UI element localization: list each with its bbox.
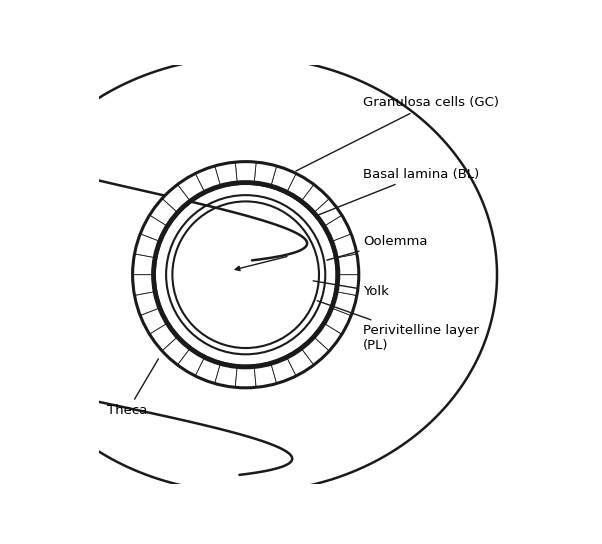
Polygon shape [302, 184, 329, 212]
Polygon shape [195, 166, 220, 191]
Polygon shape [271, 166, 296, 191]
Polygon shape [332, 234, 357, 258]
Polygon shape [302, 337, 329, 365]
Polygon shape [337, 254, 359, 275]
Polygon shape [178, 174, 204, 201]
Polygon shape [235, 162, 256, 182]
Polygon shape [162, 184, 190, 212]
Polygon shape [271, 358, 296, 384]
Polygon shape [215, 162, 237, 186]
Polygon shape [254, 162, 277, 186]
Polygon shape [140, 308, 167, 334]
Polygon shape [178, 349, 204, 376]
Text: Basal lamina (BL): Basal lamina (BL) [318, 168, 479, 215]
Text: Yolk: Yolk [313, 281, 389, 298]
Polygon shape [235, 367, 256, 388]
Polygon shape [140, 215, 167, 241]
Polygon shape [287, 174, 314, 201]
Polygon shape [215, 364, 237, 387]
Polygon shape [254, 364, 277, 387]
Polygon shape [314, 324, 342, 351]
Polygon shape [324, 308, 351, 334]
Polygon shape [324, 215, 351, 241]
Polygon shape [162, 337, 190, 365]
Circle shape [181, 210, 311, 339]
Text: Perivitelline layer
(PL): Perivitelline layer (PL) [317, 301, 479, 351]
Polygon shape [132, 254, 154, 275]
Polygon shape [149, 324, 177, 351]
Polygon shape [337, 275, 359, 295]
Polygon shape [287, 349, 314, 376]
Polygon shape [149, 199, 177, 226]
Polygon shape [195, 358, 220, 384]
Polygon shape [134, 292, 159, 316]
Polygon shape [134, 234, 159, 258]
Polygon shape [314, 199, 342, 226]
Polygon shape [332, 292, 357, 316]
Text: Theca: Theca [108, 359, 158, 417]
Text: Granulosa cells (GC): Granulosa cells (GC) [296, 96, 499, 171]
Polygon shape [132, 275, 154, 295]
Text: Oolemma: Oolemma [327, 234, 427, 260]
